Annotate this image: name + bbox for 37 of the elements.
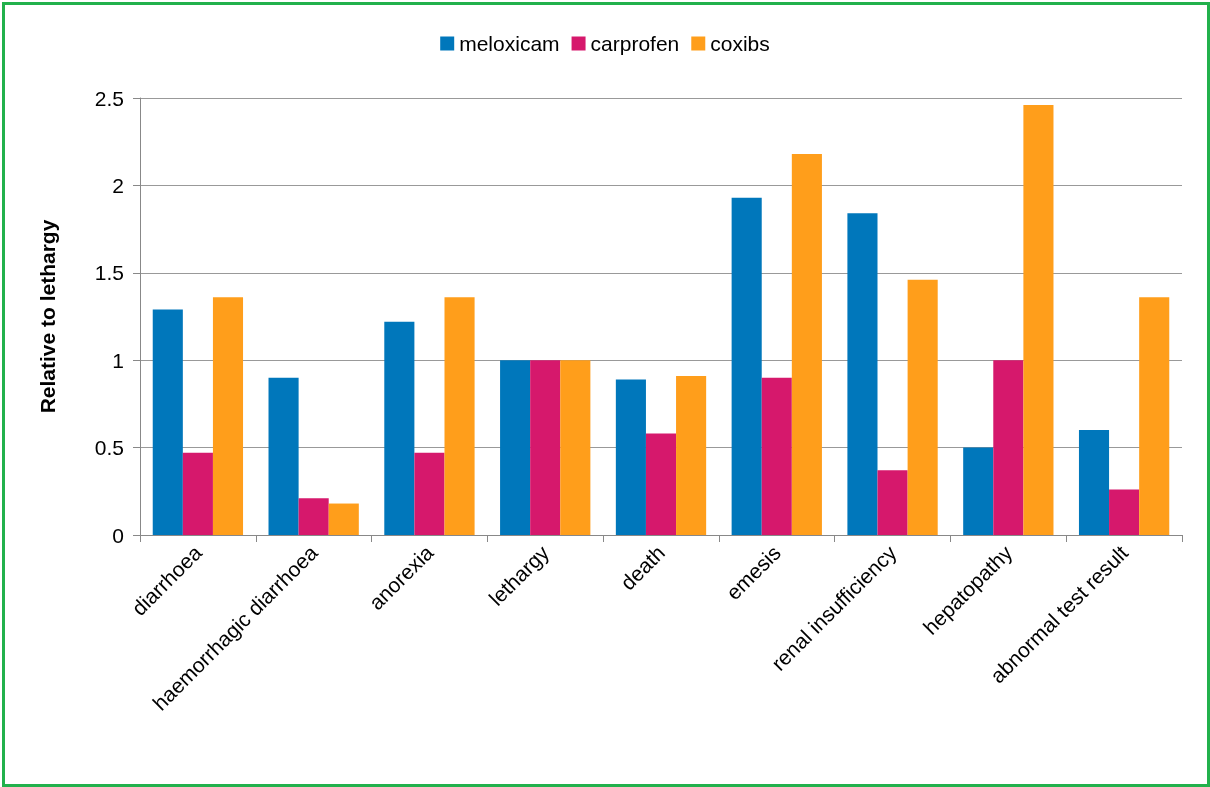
legend-label: carprofen	[590, 32, 680, 55]
bar	[645, 433, 677, 535]
y-tick-label: 2	[112, 173, 124, 197]
bar	[530, 360, 561, 535]
bar	[676, 375, 707, 535]
y-tick-label: 2.5	[94, 86, 124, 110]
bar	[731, 197, 762, 535]
bar	[182, 452, 213, 535]
bar	[384, 321, 415, 535]
bar	[877, 470, 908, 535]
bar	[847, 213, 878, 535]
bar	[993, 360, 1024, 535]
bar	[328, 503, 359, 535]
bar	[1109, 489, 1140, 535]
bar	[1023, 104, 1054, 535]
bar	[268, 377, 299, 535]
legend-label: meloxicam	[459, 32, 560, 55]
bar	[500, 360, 531, 535]
bar	[212, 297, 244, 535]
y-tick-label: 0	[112, 523, 124, 547]
bar	[761, 377, 792, 535]
legend-label: coxibs	[710, 32, 770, 55]
bar	[560, 360, 591, 535]
bar	[152, 309, 183, 535]
bar	[444, 297, 475, 535]
bar	[1078, 430, 1110, 535]
bar	[615, 379, 646, 535]
y-tick-label: 0.5	[94, 436, 124, 460]
bar	[1139, 297, 1170, 535]
bar	[298, 498, 329, 535]
bar	[791, 153, 822, 535]
y-tick-label: 1.5	[94, 261, 124, 285]
y-axis-title: Relative to lethargy	[36, 219, 59, 414]
bar	[414, 452, 445, 535]
y-tick-label: 1	[112, 348, 124, 372]
bar	[907, 279, 938, 535]
bar	[963, 447, 994, 535]
